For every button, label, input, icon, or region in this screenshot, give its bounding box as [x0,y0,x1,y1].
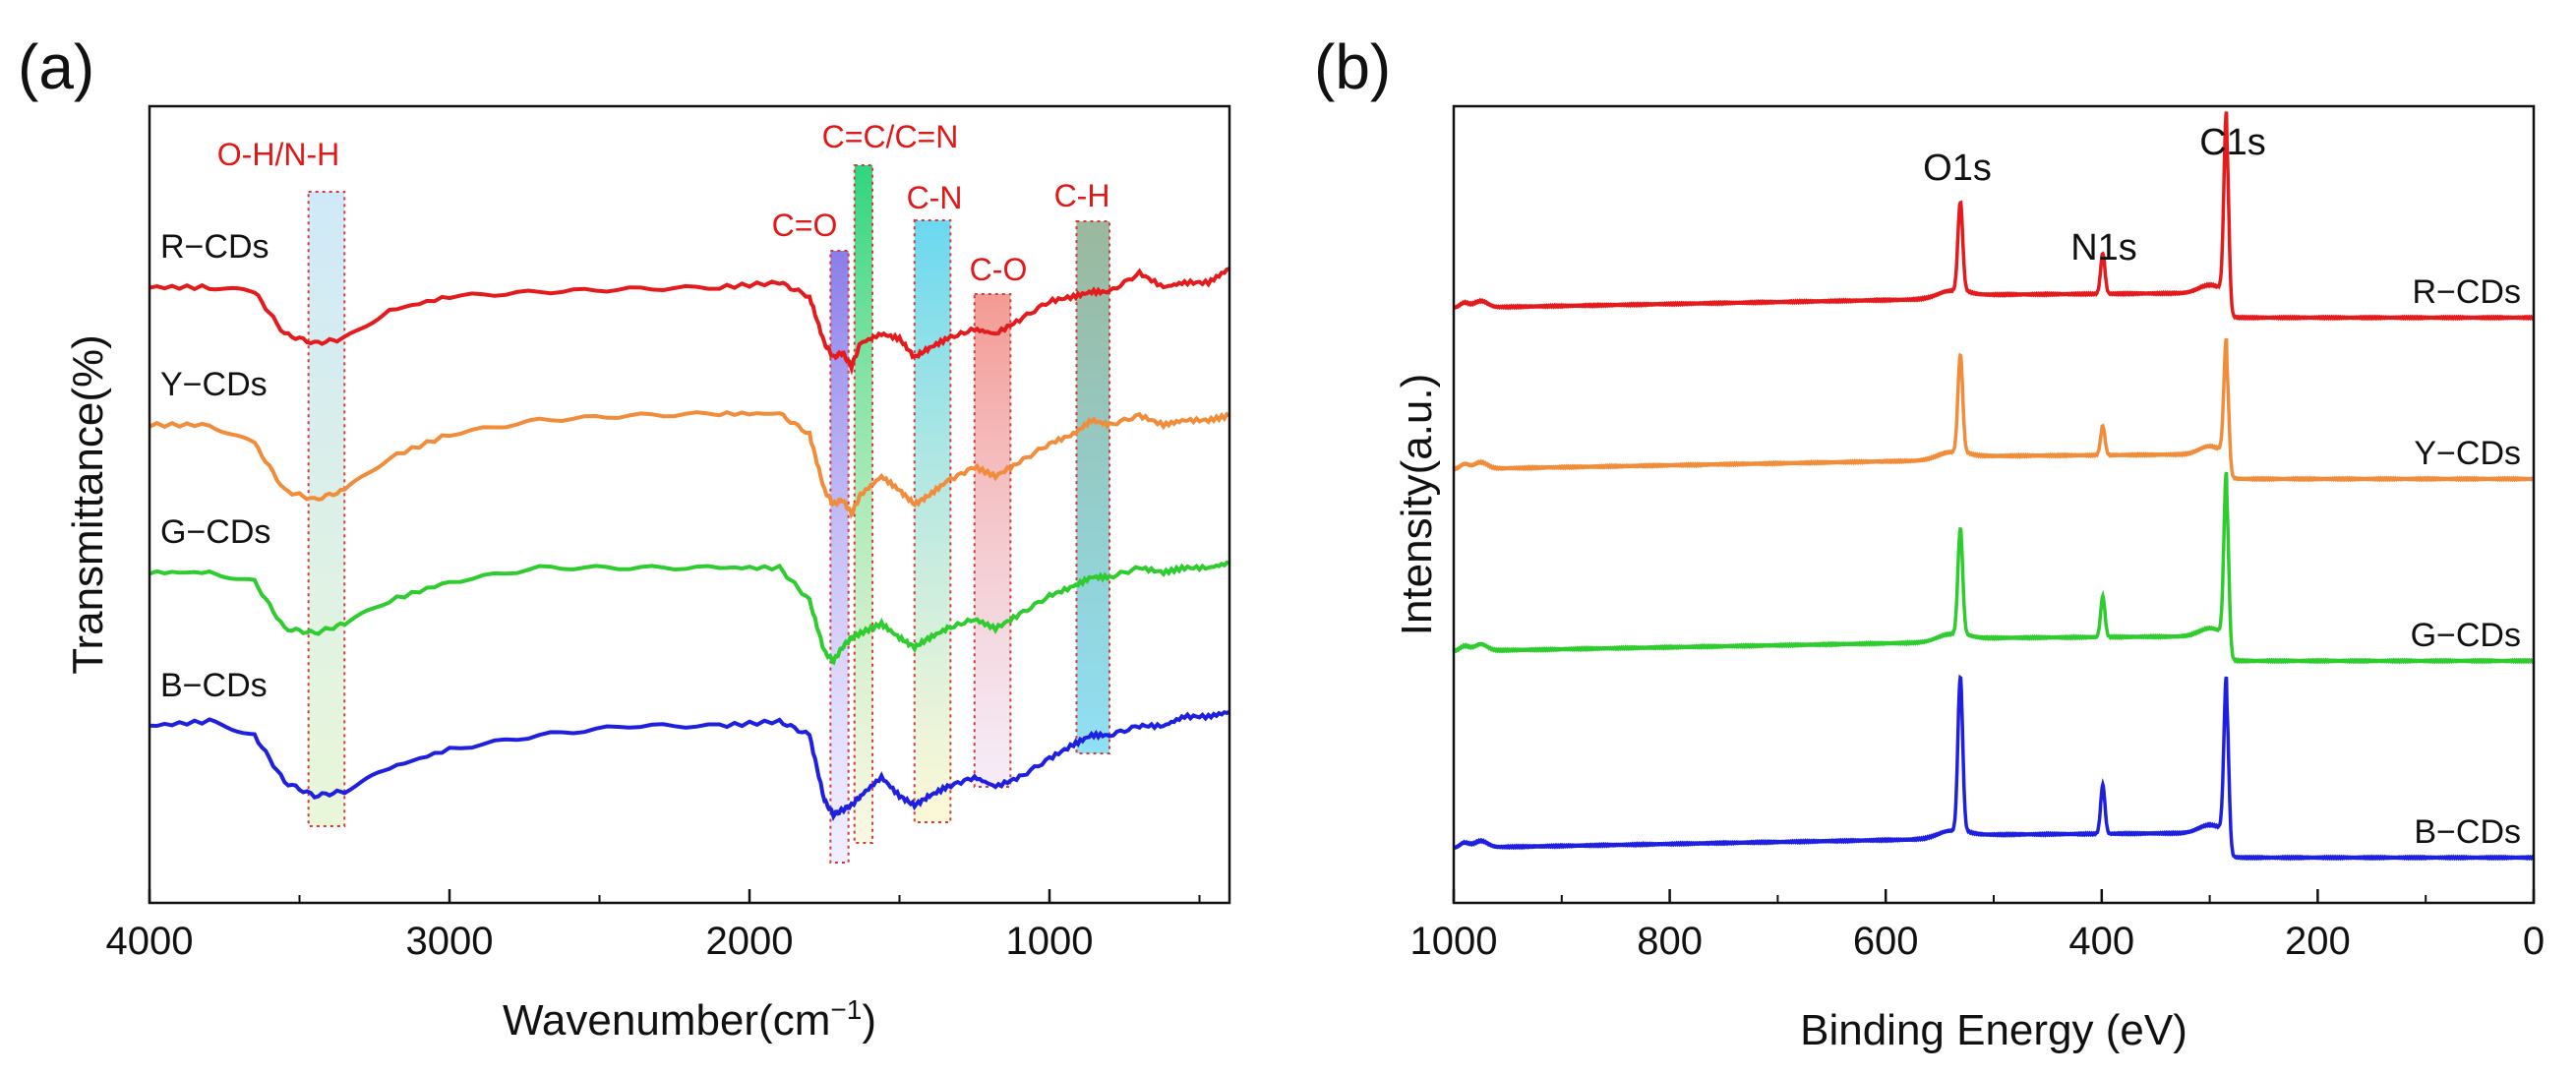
a-series-group: R−CDs Y−CDs G−CDs B−CDs [149,228,1230,821]
a-series-label-r-cds: R−CDs [160,228,270,266]
a-series-line-b-cds [149,709,1230,821]
a-xtick-label-1000: 1000 [1006,920,1094,963]
b-peak-labels: O1s N1s C1s [1923,122,2266,269]
a-series-label-y-cds: Y−CDs [160,366,268,403]
a-band-c-c-c-n [853,164,874,844]
a-band-label-c-c-c-n: C=C/C=N [822,119,959,154]
panel-a-label: (a) [18,31,94,102]
a-band-o-h-n-h [307,191,346,827]
b-ylabel: Intensity(a.u.) [1393,374,1441,636]
a-xtick-label-3000: 3000 [406,920,494,963]
a-band-label-c-h: C-H [1054,178,1110,213]
b-series-line-b-cds [1452,674,2536,862]
b-peak-label-c1s: C1s [2199,122,2266,163]
b-xtick-label-1000: 1000 [1410,920,1498,963]
b-plot-frame [1452,104,2536,905]
a-series-line-g-cds [149,560,1230,666]
b-peak-label-o1s: O1s [1923,148,1992,189]
b-xtick-label-200: 200 [2285,920,2351,963]
a-series-line-y-cds [149,409,1230,519]
a-xlabel-tail: ) [862,996,876,1045]
a-xtick-label-2000: 2000 [706,920,794,963]
a-xlabel-main: Wavenumber(cm [503,996,830,1045]
b-series-label-r-cds: R−CDs [2412,273,2521,311]
b-xlabel: Binding Energy (eV) [1800,1006,2187,1054]
b-series-label-g-cds: G−CDs [2411,617,2521,654]
b-series-line-y-cds [1452,337,2535,483]
b-xtick-label-400: 400 [2068,920,2134,963]
panel-a-ftir: (a) O-H/N-H C=O C=C/C=N C-N C-O C-H R−CDs Y−CD… [18,31,1231,1045]
b-xtick-label-800: 800 [1637,920,1703,963]
a-xlabel-sup: −1 [830,994,862,1025]
a-ylabel: Transmittance(%) [64,334,112,675]
b-series-line-g-cds [1452,471,2536,665]
b-series-label-b-cds: B−CDs [2414,813,2521,851]
panel-b-xps: (b) R−CDs Y−CDs G−CDs B−CDs 1000 800 600 400 20… [1314,31,2545,1054]
a-series-line-r-cds [149,267,1230,376]
a-xtick-label-4000: 4000 [106,920,194,963]
b-series-label-y-cds: Y−CDs [2414,435,2521,472]
panel-b-label: (b) [1314,31,1391,102]
a-band-c-h [1075,220,1110,754]
a-series-label-b-cds: B−CDs [160,667,268,704]
a-plot-frame [148,104,1231,905]
a-x-ticks: 4000 3000 2000 1000 [106,889,1201,963]
b-xtick-label-0: 0 [2523,920,2545,963]
b-x-ticks: 1000 800 600 400 200 0 [1410,889,2545,963]
b-series-group: R−CDs Y−CDs G−CDs B−CDs [1452,111,2536,862]
a-band-c-o [973,293,1012,788]
a-band-c-o [829,250,850,864]
a-series-label-g-cds: G−CDs [160,513,270,551]
b-xtick-label-600: 600 [1853,920,1919,963]
a-band-label-c-o: C=O [772,208,838,243]
b-peak-label-n1s: N1s [2070,227,2137,269]
a-band-group: O-H/N-H C=O C=C/C=N C-N C-O C-H [217,119,1110,864]
a-band-label-c-o: C-O [970,252,1028,287]
a-band-label-c-n: C-N [907,180,963,215]
b-series-line-r-cds [1453,111,2536,322]
a-band-label-o-h-n-h: O-H/N-H [217,137,339,172]
a-band-c-n [913,219,952,823]
a-xlabel: Wavenumber(cm−1) [503,994,876,1045]
